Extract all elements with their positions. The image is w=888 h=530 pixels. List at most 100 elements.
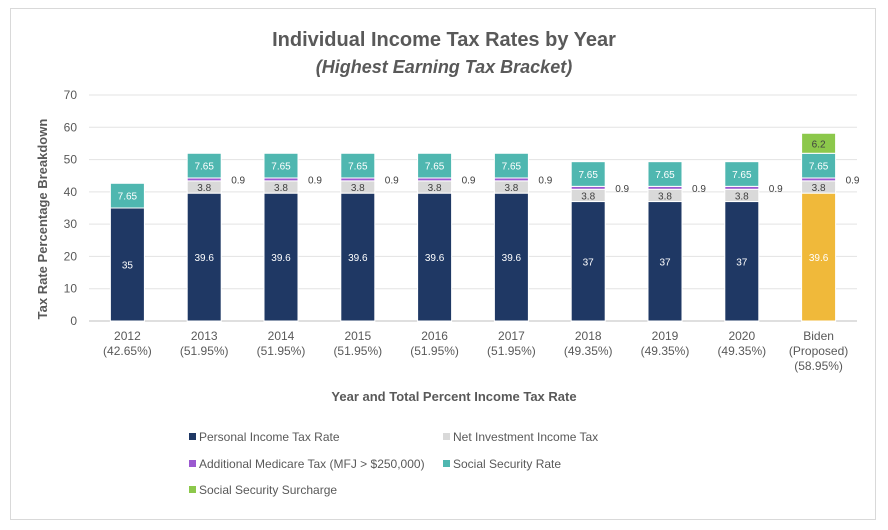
bar-segment [647,161,683,187]
x-axis-ticks: 2012(42.65%)2013(51.95%)2014(51.95%)2015… [103,329,848,373]
data-label: 39.6 [194,253,214,264]
x-tick-label: 2014 [268,329,295,343]
data-label: 3.8 [735,191,749,202]
data-label: 7.65 [578,170,598,181]
x-tick-label: 2015 [344,329,371,343]
bar-segment [186,152,222,179]
data-label: 0.9 [615,184,629,195]
bar-stack: 39.6 3.8 0.9 7.65 6.2 [801,132,860,322]
data-label: 7.65 [809,162,829,173]
data-label: 3.8 [274,183,288,194]
legend-item: Personal Income Tax Rate [189,430,340,444]
data-label: 35 [122,261,134,272]
x-tick-label: 2020 [728,329,755,343]
bar-stack: 37 3.8 0.9 7.65 [724,161,783,322]
legend-swatch [189,460,196,467]
data-label: 39.6 [425,253,445,264]
data-label: 3.8 [197,183,211,194]
bar-segment [340,192,376,322]
x-tick-label: (51.95%) [487,344,536,358]
chart-title: Individual Income Tax Rates by Year [272,29,616,51]
x-tick-label: 2019 [652,329,679,343]
legend-label: Social Security Rate [453,457,561,471]
legend-item: Net Investment Income Tax [443,430,598,444]
x-tick-label: (49.35%) [717,344,766,358]
tax-rate-chart: Individual Income Tax Rates by Year (Hig… [35,29,860,497]
data-label: 7.65 [502,162,522,173]
x-axis-title: Year and Total Percent Income Tax Rate [331,389,576,404]
bar-segment [493,192,529,322]
bar-segment [570,161,606,187]
data-label: 39.6 [502,253,522,264]
bar-stack: 37 3.8 0.9 7.65 [570,161,630,322]
x-tick-label: (Proposed) [789,344,848,358]
data-label: 3.8 [504,183,518,194]
chart-frame: Individual Income Tax Rates by Year (Hig… [10,8,876,520]
chart-subtitle: (Highest Earning Tax Bracket) [316,57,572,77]
bar-segment [186,192,222,322]
legend: Personal Income Tax Rate Net Investment I… [189,430,598,497]
legend-item: Social Security Surcharge [189,483,337,497]
x-tick-label: 2016 [421,329,448,343]
data-label: 39.6 [271,253,291,264]
data-label: 0.9 [462,175,476,186]
x-tick-label: (42.65%) [103,344,152,358]
y-tick-label: 50 [64,153,78,167]
data-label: 39.6 [348,253,368,264]
data-label: 3.8 [351,183,365,194]
legend-label: Personal Income Tax Rate [199,430,340,444]
data-label: 3.8 [812,183,826,194]
bar-segment [724,161,760,187]
data-label: 0.9 [385,175,399,186]
bar-stack: 39.6 3.8 0.9 7.65 [340,152,399,322]
legend-label: Additional Medicare Tax (MFJ > $250,000) [199,457,425,471]
data-label: 3.8 [658,191,672,202]
x-tick-label: (51.95%) [410,344,459,358]
legend-swatch [443,433,450,440]
bar-segment [801,192,837,322]
bar-stack: 39.6 3.8 0.9 7.65 [263,152,322,322]
bar-segment [801,152,837,179]
x-tick-label: (58.95%) [794,359,843,373]
bar-stack: 39.6 3.8 0.9 7.65 [493,152,553,322]
data-label: 7.65 [271,162,291,173]
data-label: 0.9 [846,175,860,186]
data-label: 37 [736,257,748,268]
bar-segment [263,192,299,322]
bar-segment [801,132,837,154]
legend-swatch [189,433,196,440]
x-tick-label: (51.95%) [180,344,229,358]
x-tick-label: Biden [803,329,834,343]
x-tick-label: 2017 [498,329,525,343]
data-label: 7.65 [348,162,368,173]
bar-stack: 357.65 [109,182,145,322]
x-tick-label: (49.35%) [641,344,690,358]
y-tick-label: 10 [64,282,78,296]
y-tick-label: 40 [64,185,78,199]
bar-segment [417,152,453,179]
y-axis-title: Tax Rate Percentage Breakdown [35,119,50,320]
bar-segment [109,182,145,209]
data-label: 0.9 [308,175,322,186]
bars: 357.6539.63.80.97.6539.63.80.97.6539.63.… [109,132,860,322]
y-tick-label: 0 [70,314,77,328]
legend-swatch [443,460,450,467]
data-label: 37 [659,257,671,268]
data-label: 7.65 [425,162,445,173]
data-label: 0.9 [769,184,783,195]
x-tick-label: (49.35%) [564,344,613,358]
bar-stack: 37 3.8 0.9 7.65 [647,161,706,322]
bar-stack: 39.6 3.8 0.9 7.65 [417,152,476,322]
bar-stack: 39.6 3.8 0.9 7.65 [186,152,246,322]
y-tick-label: 20 [64,249,78,263]
legend-item: Social Security Rate [443,457,561,471]
y-axis-ticks: 0 10 20 30 40 50 60 70 [64,88,78,328]
bar-segment [109,207,145,322]
data-label: 7.65 [194,162,214,173]
data-label: 6.2 [812,139,826,150]
y-tick-label: 30 [64,217,78,231]
data-label: 0.9 [231,175,245,186]
y-tick-label: 60 [64,120,78,134]
bar-segment [340,152,376,179]
bar-segment [263,152,299,179]
